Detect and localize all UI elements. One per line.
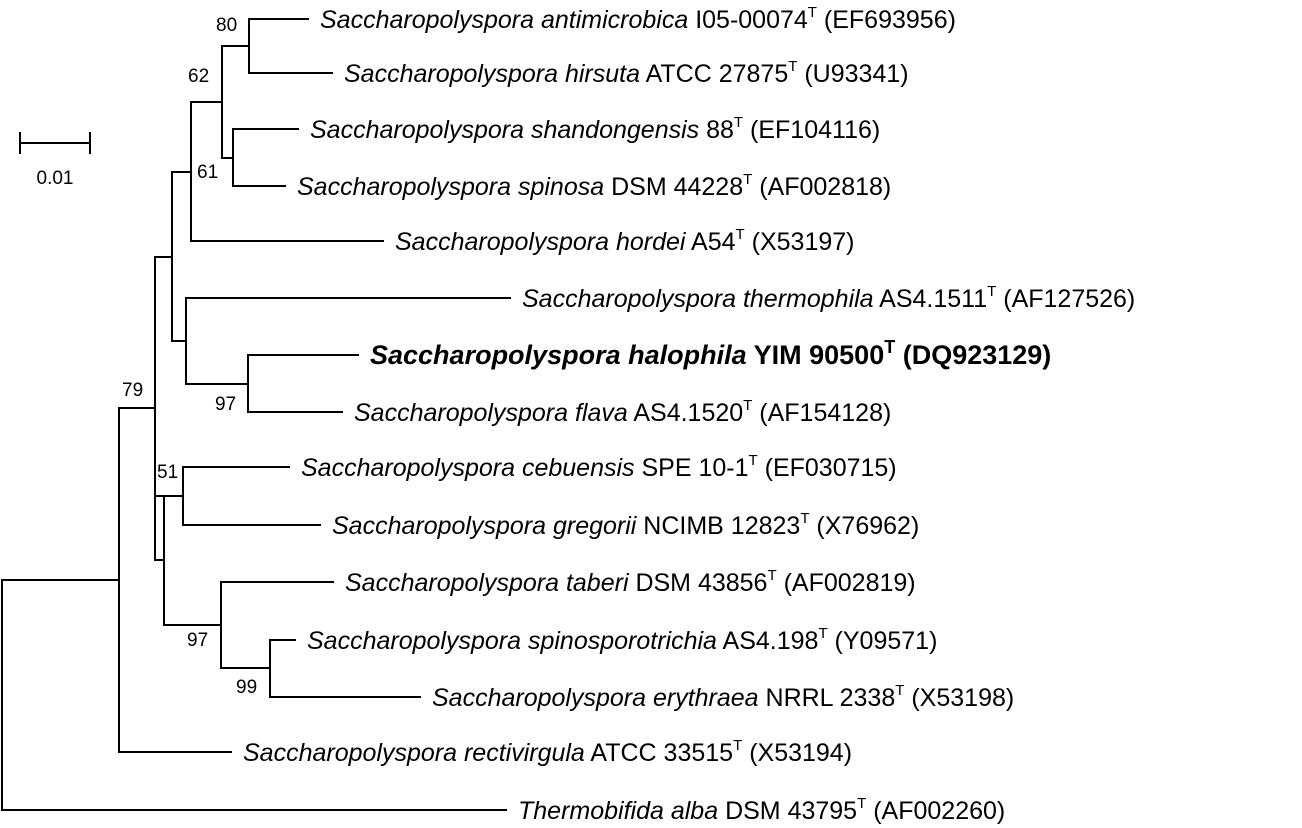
bootstrap-value: 62 — [188, 66, 209, 87]
taxon-species: Saccharopolyspora gregorii — [332, 512, 638, 540]
type-strain-mark: T — [767, 567, 776, 584]
taxon-label-flava: Saccharopolyspora flava AS4.1520T (AF154… — [354, 397, 891, 427]
bootstrap-value: 80 — [216, 15, 237, 36]
taxon-accession: (AF002260) — [866, 797, 1005, 825]
taxon-strain: DSM 43856 — [629, 569, 768, 597]
taxon-species: Saccharopolyspora taberi — [345, 569, 630, 597]
type-strain-mark: T — [808, 4, 817, 21]
scale-bar-label: 0.01 — [37, 168, 74, 189]
taxon-species: Saccharopolyspora shandongensis — [310, 116, 699, 144]
taxon-label-gregorii: Saccharopolyspora gregorii NCIMB 12823T … — [332, 510, 919, 540]
taxon-strain: AS4.1520 — [628, 399, 743, 427]
taxon-strain: SPE 10-1 — [635, 454, 749, 482]
taxon-accession: (AF127526) — [996, 285, 1135, 313]
taxon-strain: A54 — [685, 228, 735, 256]
taxon-species: Saccharopolyspora cebuensis — [301, 454, 635, 482]
taxon-accession: (X53197) — [745, 228, 855, 256]
taxon-accession: (DQ923129) — [895, 340, 1051, 370]
taxon-label-spinosporotrichia: Saccharopolyspora spinosporotrichia AS4.… — [307, 625, 937, 655]
type-strain-mark: T — [857, 795, 866, 812]
taxon-label-spinosa: Saccharopolyspora spinosa DSM 44228T (AF… — [297, 171, 891, 201]
taxon-species: Saccharopolyspora halophila — [370, 340, 747, 370]
taxon-accession: (AF002819) — [777, 569, 916, 597]
taxon-label-taberi: Saccharopolyspora taberi DSM 43856T (AF0… — [345, 567, 916, 597]
taxon-species: Saccharopolyspora hirsuta — [344, 60, 640, 88]
taxon-species: Saccharopolyspora antimicrobica — [320, 6, 688, 34]
taxon-accession: (X53198) — [904, 684, 1014, 712]
taxon-strain: NCIMB 12823 — [636, 512, 800, 540]
taxon-accession: (AF002818) — [752, 173, 891, 201]
bootstrap-value: 99 — [236, 677, 257, 698]
type-strain-mark: T — [987, 283, 996, 300]
taxon-strain: DSM 43795 — [718, 797, 857, 825]
bootstrap-value: 97 — [215, 394, 236, 415]
taxon-accession: (EF030715) — [758, 454, 897, 482]
taxon-species: Saccharopolyspora hordei — [395, 228, 687, 256]
taxon-label-rectivirgula: Saccharopolyspora rectivirgula ATCC 3351… — [243, 737, 852, 767]
taxon-accession: (Y09571) — [828, 627, 938, 655]
taxon-species: Saccharopolyspora erythraea — [432, 684, 759, 712]
taxon-label-erythraea: Saccharopolyspora erythraea NRRL 2338T (… — [432, 682, 1014, 712]
taxon-label-antimicrobica: Saccharopolyspora antimicrobica I05-0007… — [320, 4, 956, 34]
type-strain-mark: T — [743, 397, 752, 414]
taxon-species: Thermobifida alba — [518, 797, 718, 825]
taxon-accession: (X76962) — [809, 512, 919, 540]
taxon-strain: ATCC 27875 — [640, 60, 788, 88]
type-strain-mark: T — [884, 337, 895, 357]
type-strain-mark: T — [736, 226, 745, 243]
taxon-accession: (EF104116) — [743, 116, 880, 144]
type-strain-mark: T — [788, 58, 797, 75]
type-strain-mark: T — [895, 682, 904, 699]
type-strain-mark: T — [743, 171, 752, 188]
taxon-strain: DSM 44228 — [604, 173, 743, 201]
taxon-species: Saccharopolyspora spinosporotrichia — [307, 627, 717, 655]
taxon-strain: 88 — [699, 116, 734, 144]
taxon-accession: (AF154128) — [752, 399, 891, 427]
taxon-label-alba: Thermobifida alba DSM 43795T (AF002260) — [518, 795, 1005, 825]
bootstrap-value: 51 — [157, 462, 178, 483]
taxon-label-halophila: Saccharopolyspora halophila YIM 90500T (… — [370, 337, 1051, 370]
taxon-species: Saccharopolyspora flava — [354, 399, 628, 427]
taxon-species: Saccharopolyspora rectivirgula — [243, 739, 585, 767]
taxon-strain: I05-00074 — [688, 6, 808, 34]
taxon-strain: AS4.1511 — [874, 285, 988, 313]
type-strain-mark: T — [733, 737, 742, 754]
taxon-strain: NRRL 2338 — [759, 684, 896, 712]
type-strain-mark: T — [749, 452, 758, 469]
taxon-species: Saccharopolyspora thermophila — [522, 285, 874, 313]
taxon-accession: (EF693956) — [817, 6, 956, 34]
taxon-label-thermophila: Saccharopolyspora thermophila AS4.1511T … — [522, 283, 1135, 313]
bootstrap-value: 79 — [122, 380, 143, 401]
taxon-strain: YIM 90500 — [747, 340, 885, 370]
taxon-strain: ATCC 33515 — [585, 739, 733, 767]
type-strain-mark: T — [734, 114, 743, 131]
bootstrap-value: 97 — [187, 630, 208, 651]
taxon-label-hirsuta: Saccharopolyspora hirsuta ATCC 27875T (U… — [344, 58, 909, 88]
taxon-accession: (U93341) — [797, 60, 908, 88]
taxon-label-hordei: Saccharopolyspora hordei A54T (X53197) — [395, 226, 855, 256]
type-strain-mark: T — [800, 510, 809, 527]
taxon-species: Saccharopolyspora spinosa — [297, 173, 604, 201]
taxon-accession: (X53194) — [742, 739, 852, 767]
bootstrap-value: 61 — [197, 162, 218, 183]
taxon-label-cebuensis: Saccharopolyspora cebuensis SPE 10-1T (E… — [301, 452, 897, 482]
taxon-strain: AS4.198 — [717, 627, 818, 655]
type-strain-mark: T — [818, 625, 827, 642]
taxon-label-shandongensis: Saccharopolyspora shandongensis 88T (EF1… — [310, 114, 880, 144]
